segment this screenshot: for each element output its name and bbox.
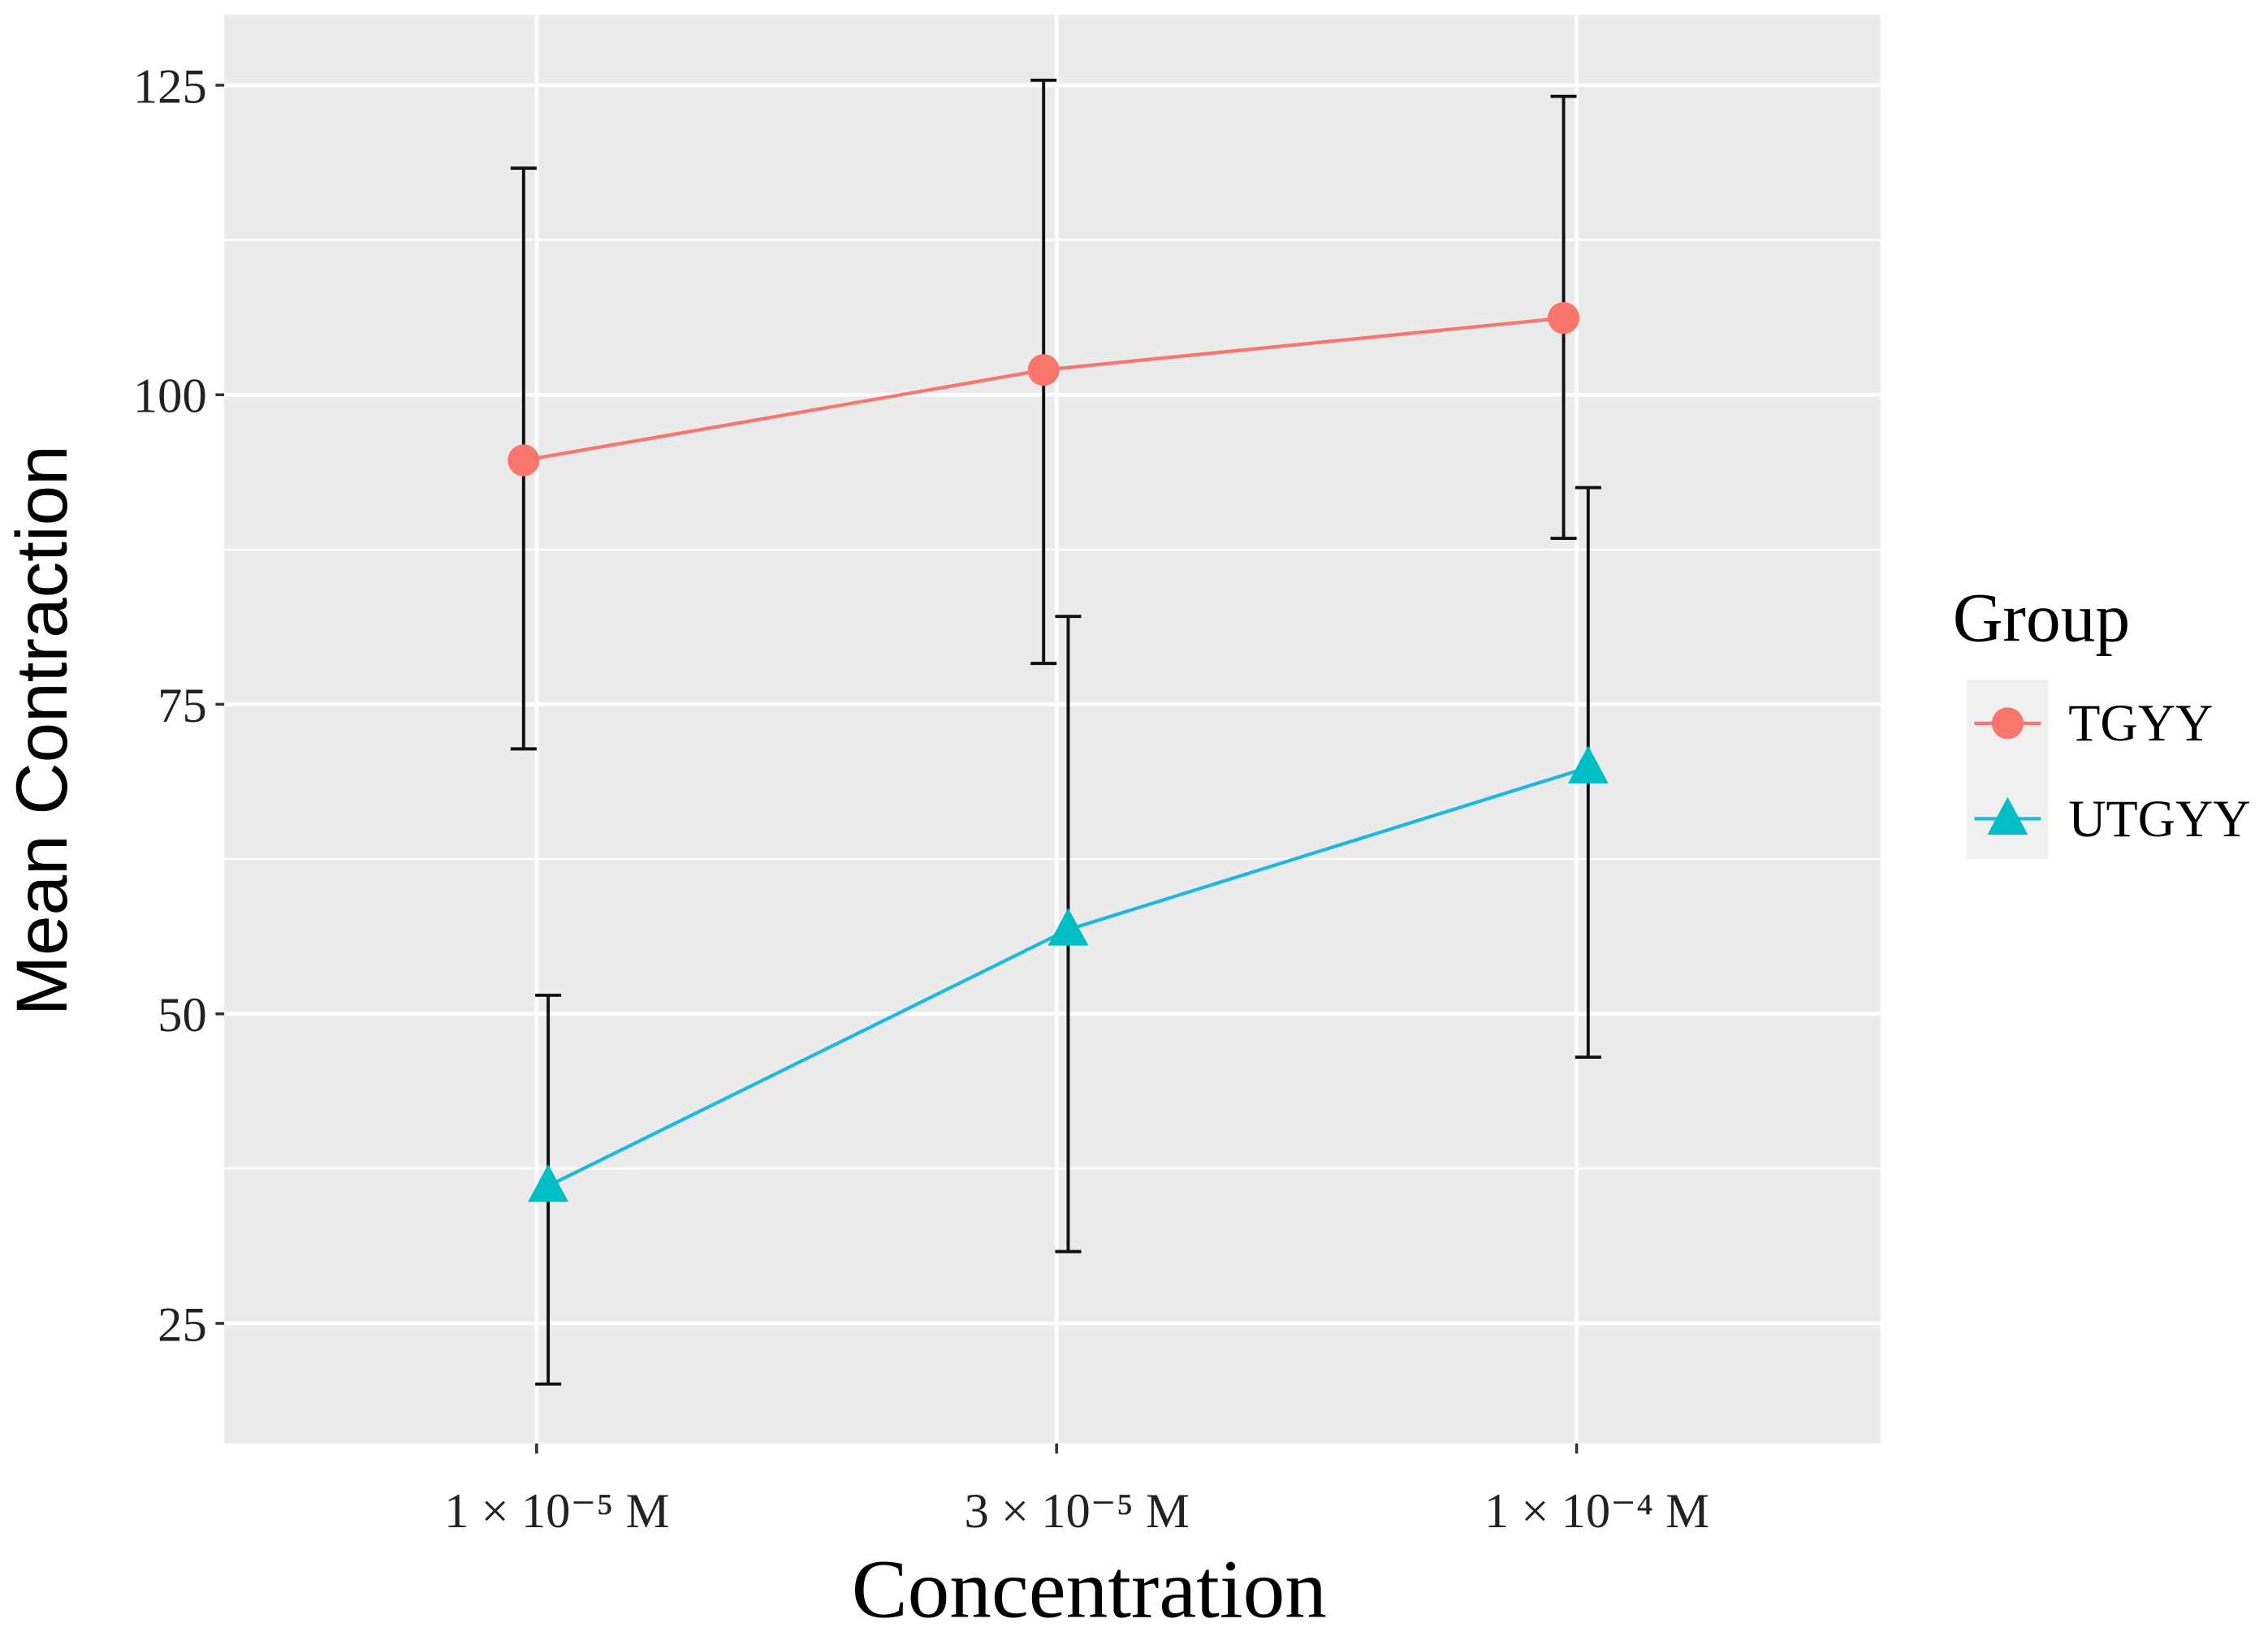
legend-title: Group bbox=[1953, 580, 2130, 656]
data-point bbox=[1567, 745, 1609, 783]
plot-panel bbox=[224, 15, 1881, 1444]
data-point bbox=[1027, 354, 1060, 386]
data-point bbox=[1547, 302, 1580, 335]
y-axis: 25 50 75 100 125 bbox=[133, 59, 225, 1352]
y-tick-label: 75 bbox=[158, 679, 207, 733]
x-tick-label: 1 × 10⁻⁵ M bbox=[444, 1484, 669, 1539]
legend: Group TGYY UTGYY bbox=[1953, 580, 2251, 860]
legend-triangle-icon bbox=[1987, 796, 2028, 835]
legend-circle-icon bbox=[1991, 707, 2024, 740]
legend-label: UTGYY bbox=[2068, 790, 2250, 848]
x-tick-label: 3 × 10⁻⁵ M bbox=[965, 1484, 1190, 1539]
y-tick-label: 50 bbox=[158, 988, 207, 1042]
data-point bbox=[508, 444, 540, 477]
legend-item-tgyy: TGYY bbox=[1974, 694, 2213, 752]
y-axis-title: Mean Contraction bbox=[1, 445, 82, 1016]
y-tick-label: 125 bbox=[133, 59, 207, 114]
y-tick-label: 25 bbox=[158, 1297, 207, 1352]
series-tgyy bbox=[508, 78, 1580, 751]
legend-item-utgyy: UTGYY bbox=[1974, 790, 2251, 848]
data-point bbox=[1048, 908, 1089, 946]
y-tick-label: 100 bbox=[133, 369, 207, 424]
gridlines bbox=[224, 15, 1881, 1444]
x-axis: 1 × 10⁻⁵ M 3 × 10⁻⁵ M 1 × 10⁻⁴ M bbox=[444, 1443, 1709, 1539]
x-axis-title: Concentration bbox=[852, 1543, 1327, 1636]
x-tick-label: 1 × 10⁻⁴ M bbox=[1484, 1484, 1709, 1539]
data-point bbox=[528, 1163, 569, 1202]
legend-label: TGYY bbox=[2068, 694, 2213, 752]
series-utgyy bbox=[528, 486, 1609, 1386]
series-group bbox=[508, 78, 1609, 1386]
